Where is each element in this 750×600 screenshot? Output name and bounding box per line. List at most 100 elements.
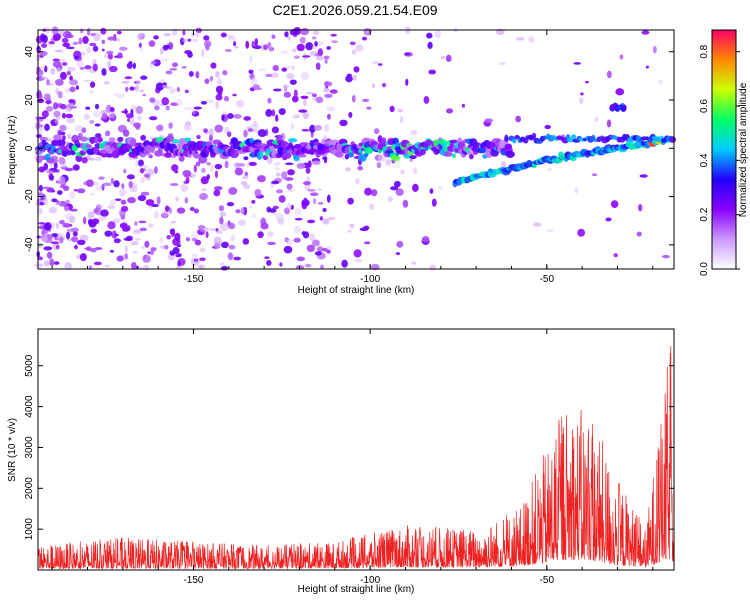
spectrogram-cell — [177, 253, 182, 257]
spectrogram-cell — [451, 153, 457, 159]
spectrogram-cell — [389, 105, 395, 113]
spectrogram-cell — [322, 218, 330, 225]
spectrogram-cell — [75, 125, 83, 132]
spectrogram-cell — [300, 95, 309, 100]
y-tick-label: 2000 — [24, 477, 35, 500]
spectrogram-cell — [273, 162, 281, 166]
spectrogram-cell — [138, 32, 146, 36]
spectrogram-cell — [396, 240, 404, 248]
colorbar-tick-label: 0.0 — [699, 262, 710, 276]
spectrogram-cell — [214, 124, 224, 133]
spectrogram-cell — [291, 65, 295, 71]
spectrogram-cell — [139, 168, 145, 174]
spectrogram-cell — [189, 206, 195, 211]
spectrogram-cell — [132, 250, 138, 254]
spectrogram-cell — [120, 199, 127, 205]
spectrogram-cell — [287, 169, 295, 176]
spectrogram-cell — [252, 213, 256, 219]
spectrogram-cell — [423, 95, 430, 104]
spectrogram-cell — [304, 263, 312, 268]
spectrogram-cell — [352, 74, 357, 81]
spectrogram-cell — [288, 138, 298, 143]
spectrogram-cell — [69, 191, 76, 200]
spectrogram-cell — [153, 59, 161, 67]
spectrogram-cell — [287, 189, 295, 193]
spectrogram-cell — [199, 226, 209, 233]
spectrogram-cell — [348, 111, 353, 119]
spectrogram-cell — [411, 261, 417, 265]
snr-x-ticks: -150 -100 -50 — [51, 329, 654, 586]
spectrogram-cell — [515, 115, 521, 123]
spectrogram-cell — [238, 219, 246, 226]
spectrogram-cell — [63, 205, 70, 212]
spectrogram-cell — [195, 161, 201, 167]
spectrogram-cell — [307, 219, 316, 224]
x-tick-label: -50 — [540, 274, 555, 285]
spectrogram-cell — [245, 162, 250, 169]
spectrogram-cell — [293, 89, 298, 98]
spectrogram-cell — [72, 164, 80, 171]
spectrogram-cell — [371, 61, 380, 65]
spectrogram-cell — [306, 175, 311, 183]
spectrogram-cell — [168, 206, 172, 214]
spectrogram-cell — [278, 108, 286, 116]
spectrogram-cell — [41, 34, 48, 44]
spectrogram-cell — [438, 185, 443, 191]
spectrogram-cell — [278, 195, 286, 203]
spectrogram-cell — [431, 198, 437, 207]
spectrogram-cell — [205, 42, 210, 51]
spectrogram-cell — [65, 231, 71, 240]
spectrogram-cell — [149, 97, 156, 103]
spectrogram-cell — [139, 164, 149, 169]
spectrogram-cell — [93, 137, 99, 144]
spectrogram-cell — [296, 162, 306, 170]
spectrogram-cell — [132, 62, 137, 69]
spectrogram-cell — [283, 245, 293, 254]
snr-panel: -150 -100 -50 1000 2000 3000 4000 5000 Height … — [7, 328, 675, 595]
spectrogram-cell — [250, 122, 260, 130]
spectrogram-cell — [123, 168, 127, 174]
spectrogram-cell — [171, 62, 179, 68]
spectrogram-cell — [69, 208, 78, 212]
spectrogram-cell — [547, 167, 552, 172]
spectrogram-cell — [355, 44, 364, 52]
spectrogram-cell — [322, 207, 327, 213]
spectrogram-cell — [140, 266, 145, 270]
spectrogram-cell — [53, 102, 59, 110]
spectrogram-cell — [331, 40, 338, 44]
spectrogram-cell — [59, 185, 66, 189]
spectrogram-cell — [301, 128, 310, 132]
spectrogram-cell — [271, 180, 280, 185]
spectrogram-cell — [224, 160, 229, 169]
spectrogram-cell — [36, 66, 41, 73]
spectrogram-cell — [269, 208, 277, 213]
spectrogram-cell — [222, 111, 226, 115]
spectrogram-cell — [221, 114, 225, 121]
spectrogram-cell — [50, 68, 56, 75]
spectrogram-cell — [89, 81, 96, 88]
spectrogram-cell — [205, 231, 209, 239]
spectrogram-cell — [112, 218, 121, 224]
spectrogram-cell — [78, 37, 83, 45]
spectrogram-cell — [353, 66, 360, 73]
spectrogram-cell — [215, 71, 220, 78]
spectrogram-cell — [135, 265, 139, 269]
spectrogram-cell — [323, 55, 330, 60]
y-tick-label: 20 — [24, 94, 35, 106]
spectrogram-cell — [62, 42, 71, 48]
spectrogram-cell — [621, 106, 627, 112]
spectrogram-cell — [51, 198, 58, 203]
spectrogram-cell — [55, 67, 62, 73]
spectrogram-cell — [293, 225, 301, 234]
spectrogram-cell — [124, 76, 133, 80]
spectrogram-cell — [89, 90, 94, 94]
spectrogram-cell — [126, 174, 135, 180]
spectrogram-cell — [154, 105, 160, 111]
spectrogram-cell — [103, 53, 110, 59]
spectrogram-cell — [324, 123, 330, 132]
spectrogram-cell — [206, 174, 211, 180]
spectrogram-cell — [440, 56, 445, 60]
spectrogram-cell — [669, 136, 676, 143]
spectrogram-cell — [309, 50, 318, 57]
spectrogram-cell — [148, 40, 156, 47]
